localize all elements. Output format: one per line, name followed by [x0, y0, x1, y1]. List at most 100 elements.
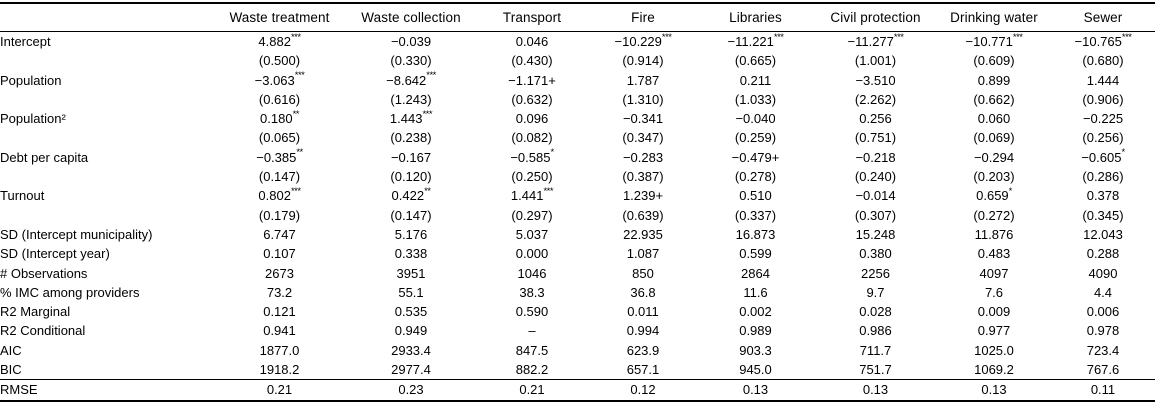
- estimate-cell: 0.13: [937, 379, 1051, 402]
- estimate-cell: −0.605*: [1081, 147, 1125, 165]
- row-label-empty: [0, 90, 212, 109]
- estimate-cell: –: [528, 323, 536, 339]
- estimate-cell: −0.039: [390, 34, 432, 49]
- estimate-cell: −0.225: [1082, 111, 1124, 127]
- stub-header: [0, 3, 212, 32]
- estimate-cell: 0.978: [1086, 323, 1120, 339]
- estimate-cell: 4097: [979, 265, 1009, 281]
- standard-error-cell: (0.250): [511, 169, 553, 185]
- estimate-cell: 0.590: [515, 304, 549, 320]
- standard-error-cell: (0.082): [511, 130, 553, 146]
- table-row: Intercept 4.882*** −0.039 0.046 −10.229*** −1…: [0, 32, 1155, 52]
- estimate-cell: −0.385**: [256, 147, 303, 165]
- estimate-cell: 0.13: [697, 379, 814, 402]
- standard-error-cell: (1.310): [622, 91, 664, 107]
- estimate-cell: 2933.4: [391, 342, 431, 358]
- estimate-cell: 1.444: [1086, 72, 1120, 88]
- standard-error-cell: (0.914): [622, 53, 664, 69]
- estimate-cell: 767.6: [1086, 362, 1120, 378]
- estimate-cell: 9.7: [866, 284, 885, 300]
- estimate-cell: 11.876: [974, 226, 1014, 242]
- estimate-cell: 5.176: [394, 226, 428, 242]
- estimate-cell: 0.256: [859, 111, 892, 127]
- standard-error-cell: (0.179): [258, 207, 301, 223]
- estimate-cell: 0.378: [1086, 188, 1120, 204]
- estimate-cell: −0.167: [390, 149, 432, 165]
- estimate-cell: 0.000: [515, 246, 549, 262]
- estimate-cell: 1.787: [626, 72, 660, 88]
- row-label-empty: [0, 128, 212, 147]
- estimate-cell: 11.6: [743, 284, 768, 300]
- estimate-cell: 0.986: [859, 323, 892, 339]
- estimate-cell: 723.4: [1086, 342, 1120, 358]
- estimate-cell: 38.3: [519, 284, 545, 300]
- table-row: SD (Intercept municipality) 6.747 5.176 5.0…: [0, 225, 1155, 244]
- table-row: Population² 0.180** 1.443*** 0.096 −0.341 −0.…: [0, 109, 1155, 128]
- significance-stars: *: [550, 147, 554, 159]
- row-label: # Observations: [0, 265, 88, 281]
- table-row: AIC 1877.0 2933.4 847.5 623.9 903.3 711.7 1025.…: [0, 341, 1155, 360]
- estimate-cell: 1.443***: [389, 109, 433, 127]
- estimate-cell: 16.873: [735, 226, 776, 242]
- standard-error-row: (0.065) (0.238) (0.082) (0.347) (0.259) (0.75…: [0, 128, 1155, 147]
- table-row: R2 Marginal 0.121 0.535 0.590 0.011 0.002 0.02…: [0, 302, 1155, 321]
- estimate-cell: 0.107: [263, 246, 296, 262]
- significance-stars: ***: [773, 31, 784, 43]
- estimate-cell: 0.011: [627, 304, 659, 320]
- row-label: Population: [0, 72, 62, 88]
- standard-error-cell: (0.337): [734, 207, 777, 223]
- estimate-cell: 0.211: [739, 72, 772, 88]
- estimate-cell: 4.4: [1093, 284, 1113, 300]
- standard-error-row: (0.616) (1.243) (0.632) (1.310) (1.033) (2.26…: [0, 90, 1155, 109]
- estimate-cell: 0.006: [1086, 304, 1120, 320]
- estimate-cell: 0.659*: [976, 186, 1012, 204]
- table-row: R2 Conditional 0.941 0.949 – 0.994 0.989 0.986…: [0, 321, 1155, 340]
- estimate-cell: 850: [632, 265, 654, 281]
- standard-error-row: (0.179) (0.147) (0.297) (0.639) (0.337) (0.30…: [0, 206, 1155, 225]
- estimate-cell: −10.771***: [965, 31, 1023, 49]
- estimate-cell: 0.802***: [258, 186, 301, 204]
- estimate-cell: −3.063***: [254, 70, 305, 88]
- estimate-cell: 0.535: [394, 304, 428, 320]
- estimate-cell: 73.2: [266, 284, 293, 300]
- estimate-cell: 0.977: [977, 323, 1011, 339]
- estimate-cell: 903.3: [739, 342, 772, 358]
- standard-error-cell: (0.203): [973, 169, 1015, 185]
- estimate-cell: −1.171+: [508, 72, 556, 88]
- estimate-cell: 0.599: [739, 246, 772, 262]
- standard-error-cell: (0.256): [1082, 130, 1124, 146]
- estimate-cell: 751.7: [859, 362, 892, 378]
- estimate-cell: 657.1: [626, 362, 660, 378]
- estimate-cell: 0.13: [814, 379, 937, 402]
- estimate-cell: 0.288: [1086, 246, 1120, 262]
- table-row: Turnout 0.802*** 0.422** 1.441*** 1.239+ 0.51…: [0, 186, 1155, 205]
- estimate-cell: −10.229***: [614, 31, 672, 49]
- standard-error-cell: (0.665): [734, 53, 777, 69]
- significance-stars: ***: [422, 109, 433, 120]
- standard-error-cell: (1.033): [734, 91, 777, 107]
- standard-error-cell: (0.069): [973, 130, 1015, 146]
- row-label: RMSE: [0, 379, 212, 402]
- row-label: Population²: [0, 111, 66, 127]
- estimate-cell: 0.510: [739, 188, 772, 204]
- standard-error-cell: (0.609): [973, 53, 1015, 69]
- estimate-cell: 1025.0: [974, 342, 1014, 358]
- estimate-cell: −11.277***: [847, 31, 904, 49]
- estimate-cell: 0.949: [394, 323, 428, 339]
- estimate-cell: 12.043: [1083, 226, 1123, 242]
- estimate-cell: −0.014: [855, 188, 896, 204]
- estimate-cell: 0.422**: [391, 186, 431, 204]
- estimate-cell: 0.989: [739, 323, 772, 339]
- estimate-cell: 1069.2: [974, 362, 1014, 378]
- standard-error-cell: (0.347): [622, 130, 664, 146]
- row-label: R2 Conditional: [0, 323, 86, 339]
- estimate-cell: 2864: [741, 265, 770, 281]
- estimate-cell: 0.009: [977, 304, 1011, 320]
- estimate-cell: 6.747: [263, 226, 296, 242]
- estimate-cell: 2673: [265, 265, 294, 281]
- row-label: Debt per capita: [0, 149, 89, 165]
- standard-error-cell: (0.147): [390, 207, 432, 223]
- standard-error-row: (0.500) (0.330) (0.430) (0.914) (0.665) (1.00…: [0, 51, 1155, 70]
